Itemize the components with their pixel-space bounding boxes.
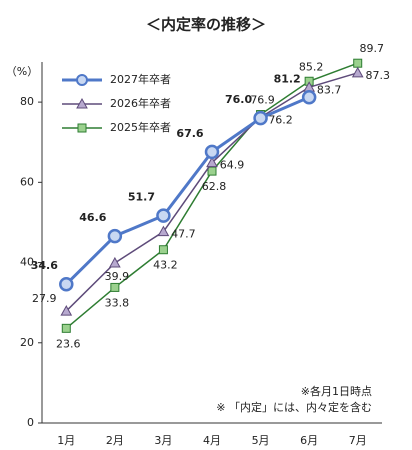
point — [110, 282, 120, 292]
data-label: 76.0 — [225, 93, 252, 106]
x-tick-label: 2月 — [106, 434, 124, 447]
y-axis-label: （%） — [6, 65, 38, 78]
data-label: 62.8 — [202, 180, 227, 193]
data-label: 51.7 — [128, 191, 155, 204]
point — [351, 66, 364, 78]
point — [207, 166, 217, 176]
data-label: 85.2 — [299, 60, 324, 73]
y-tick-label: 0 — [27, 416, 34, 429]
y-tick-label: 40 — [20, 256, 34, 269]
data-label: 81.2 — [274, 72, 301, 85]
data-label: 27.9 — [32, 292, 57, 305]
data-label: 87.3 — [365, 69, 390, 82]
data-label: 89.7 — [359, 42, 384, 55]
x-tick-label: 4月 — [203, 434, 221, 447]
data-label: 39.9 — [105, 270, 130, 283]
x-tick-label: 6月 — [300, 434, 318, 447]
data-label: 34.6 — [31, 259, 58, 272]
y-tick-label: 80 — [20, 95, 34, 108]
point — [59, 276, 74, 292]
point — [206, 156, 218, 168]
point — [109, 256, 121, 268]
data-label: 64.9 — [220, 159, 245, 172]
x-tick-label: 5月 — [252, 434, 270, 447]
point — [301, 90, 317, 105]
chart-title: ＜内定率の推移＞ — [146, 16, 266, 34]
data-label: 67.6 — [176, 127, 203, 140]
point — [158, 245, 168, 255]
legend-marker — [76, 74, 88, 86]
y-tick-label: 60 — [20, 175, 34, 188]
x-tick-label: 1月 — [57, 434, 75, 447]
legend-label: 2025年卒者 — [110, 120, 171, 134]
x-tick-label: 7月 — [349, 434, 367, 447]
data-label: 76.2 — [268, 113, 293, 126]
legend-label: 2026年卒者 — [110, 96, 171, 110]
legend-marker — [77, 123, 87, 133]
point — [204, 144, 220, 160]
point — [353, 58, 363, 68]
point — [107, 228, 123, 244]
y-tick-label: 20 — [20, 336, 34, 349]
data-label: 83.7 — [317, 83, 342, 96]
legend-label: 2027年卒者 — [110, 72, 171, 86]
point — [61, 323, 71, 333]
series-line — [65, 95, 310, 286]
annotation: ※各月1日時点 — [301, 384, 372, 398]
data-label: 43.2 — [153, 259, 178, 272]
legend-marker — [76, 97, 88, 109]
data-label: 76.9 — [250, 94, 275, 107]
data-label: 47.7 — [171, 228, 196, 241]
point — [156, 208, 171, 223]
point — [157, 225, 170, 237]
data-label: 33.8 — [105, 296, 130, 309]
annotation: ※ 「内定」には、内々定を含む — [216, 400, 372, 414]
data-label: 23.6 — [56, 337, 81, 350]
x-tick-label: 3月 — [154, 434, 172, 447]
data-label: 46.6 — [79, 211, 106, 224]
point — [253, 110, 268, 126]
point — [60, 305, 73, 316]
